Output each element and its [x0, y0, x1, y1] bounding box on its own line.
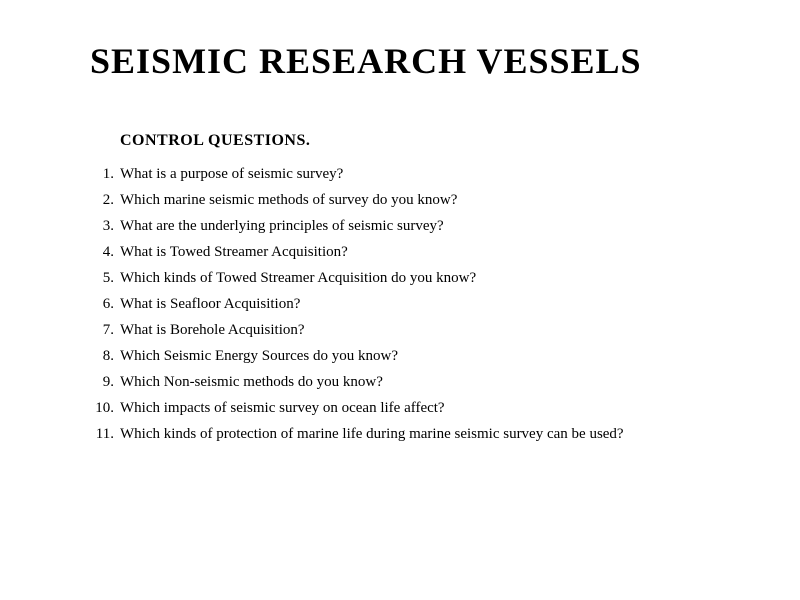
list-item: What is Towed Streamer Acquisition? [90, 240, 740, 264]
questions-list: What is a purpose of seismic survey? Whi… [90, 162, 740, 446]
section-subtitle: CONTROL QUESTIONS. [120, 132, 740, 150]
list-item: Which kinds of Towed Streamer Acquisitio… [90, 266, 740, 290]
list-item: Which marine seismic methods of survey d… [90, 188, 740, 212]
list-item: What is Seafloor Acquisition? [90, 292, 740, 316]
list-item: Which Seismic Energy Sources do you know… [90, 344, 740, 368]
list-item: What is a purpose of seismic survey? [90, 162, 740, 186]
list-item: Which impacts of seismic survey on ocean… [90, 396, 740, 420]
page-title: SEISMIC RESEARCH VESSELS [90, 40, 740, 82]
list-item: What is Borehole Acquisition? [90, 318, 740, 342]
list-item: What are the underlying principles of se… [90, 214, 740, 238]
list-item: Which kinds of protection of marine life… [90, 422, 740, 446]
list-item: Which Non-seismic methods do you know? [90, 370, 740, 394]
